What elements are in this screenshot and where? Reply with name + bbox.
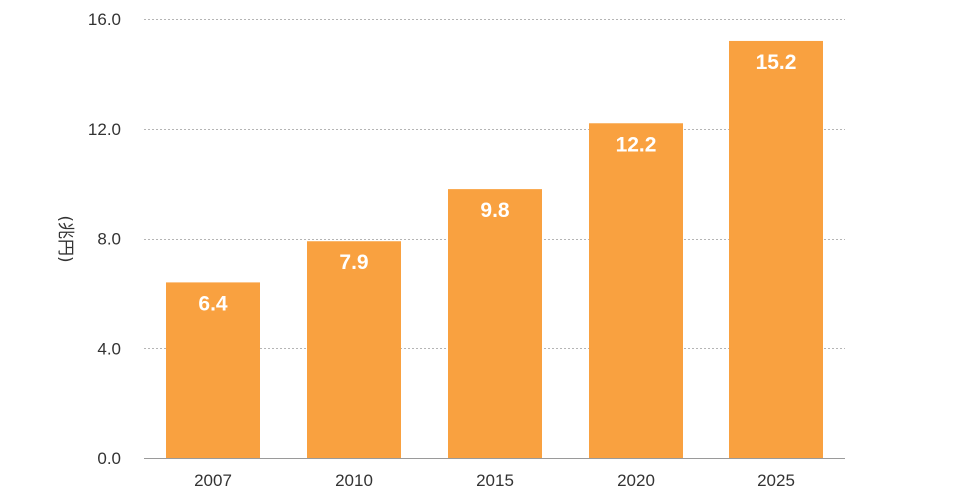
axes: 0.0 4.0 8.0 12.0 16.0 2007 2010 2015 2020 2025	[88, 10, 845, 490]
x-tick-label: 2007	[194, 471, 232, 490]
bar-value-label: 7.9	[339, 251, 368, 274]
x-tick-label: 2025	[757, 471, 795, 490]
bar-value-label: 12.2	[616, 133, 657, 156]
x-tick-label: 2015	[476, 471, 514, 490]
bars: 6.4 7.9 9.8 12.2 15.2	[166, 40, 823, 459]
y-tick-label: 12.0	[88, 120, 121, 139]
bar	[166, 282, 260, 458]
bar	[729, 40, 823, 458]
x-tick-label: 2020	[617, 471, 655, 490]
y-axis-label: (兆円)	[55, 215, 75, 262]
bar-value-label: 6.4	[198, 292, 228, 315]
y-tick-label: 0.0	[97, 449, 121, 468]
bar-value-label: 9.8	[480, 199, 510, 222]
bar	[307, 241, 401, 458]
bar-value-label: 15.2	[756, 51, 797, 74]
y-tick-label: 4.0	[97, 339, 121, 358]
bar	[448, 189, 542, 459]
gridlines	[144, 19, 845, 349]
bar	[589, 123, 683, 458]
x-tick-label: 2010	[335, 471, 373, 490]
y-tick-label: 16.0	[88, 10, 121, 29]
y-tick-label: 8.0	[97, 230, 121, 249]
